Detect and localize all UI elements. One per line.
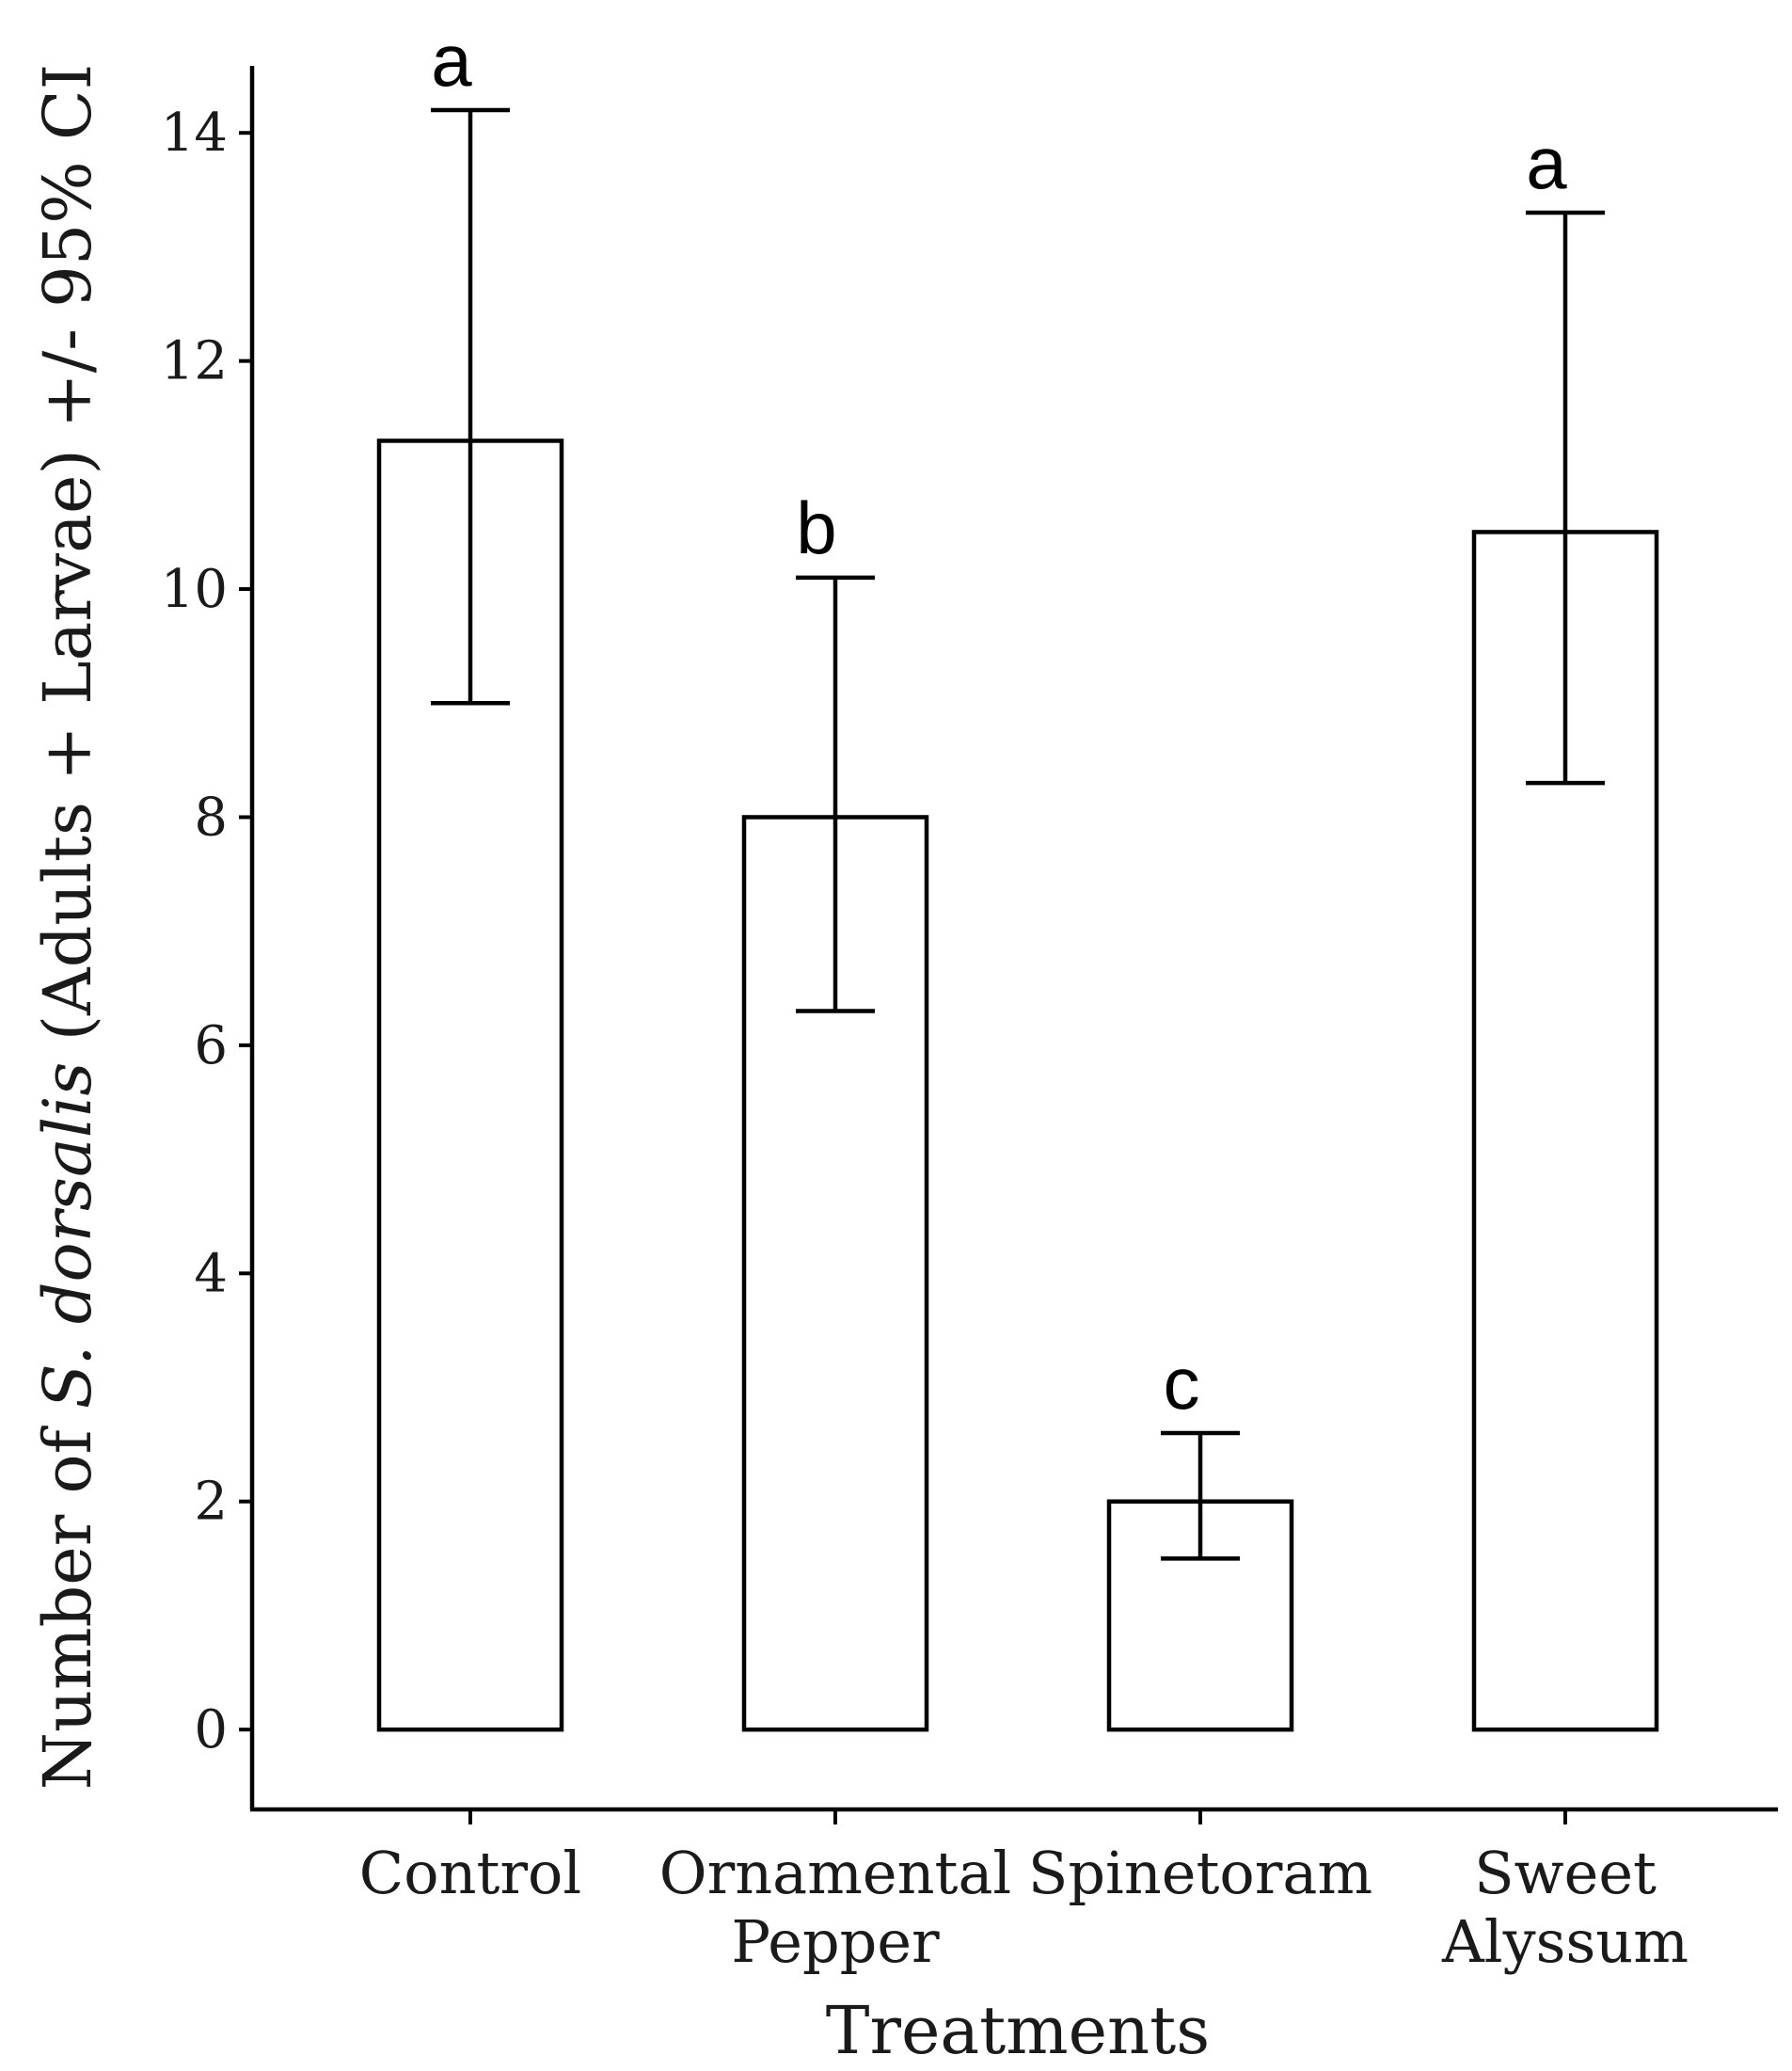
bars: a b c a [376,19,1659,1732]
y-axis-title-prefix: Number of [29,1409,106,1790]
significance-letter: a [1526,121,1567,204]
y-tick-label: 12 [161,331,228,392]
x-tick-label: Spinetoram [1028,1839,1372,1907]
x-tick-label: Sweet [1474,1839,1657,1907]
significance-letter: b [796,486,836,569]
y-axis-title: Number of S. dorsalis (Adults + Larvae) … [29,64,106,1790]
x-axis-title: Treatments [826,1992,1210,2069]
y-tick-label: 8 [194,787,228,848]
y-axis-ticks: 0 2 4 6 8 10 12 14 [161,103,252,1760]
x-tick-label: Control [359,1839,581,1907]
y-axis-title-suffix: (Adults + Larvae) +/- 95% CI [29,64,106,1062]
y-tick-label: 0 [194,1699,228,1760]
y-tick-label: 6 [194,1015,228,1076]
significance-letter: a [431,19,472,102]
y-axis-title-species: S. dorsalis [29,1062,106,1410]
y-tick-label: 10 [161,559,228,620]
x-tick-label: Ornamental [659,1839,1011,1907]
significance-letter: c [1164,1342,1200,1425]
x-tick-label: Alyssum [1441,1907,1689,1976]
y-tick-label: 4 [194,1243,228,1304]
x-tick-label: Pepper [731,1907,940,1976]
y-tick-label: 14 [161,103,228,164]
y-tick-label: 2 [194,1472,228,1533]
